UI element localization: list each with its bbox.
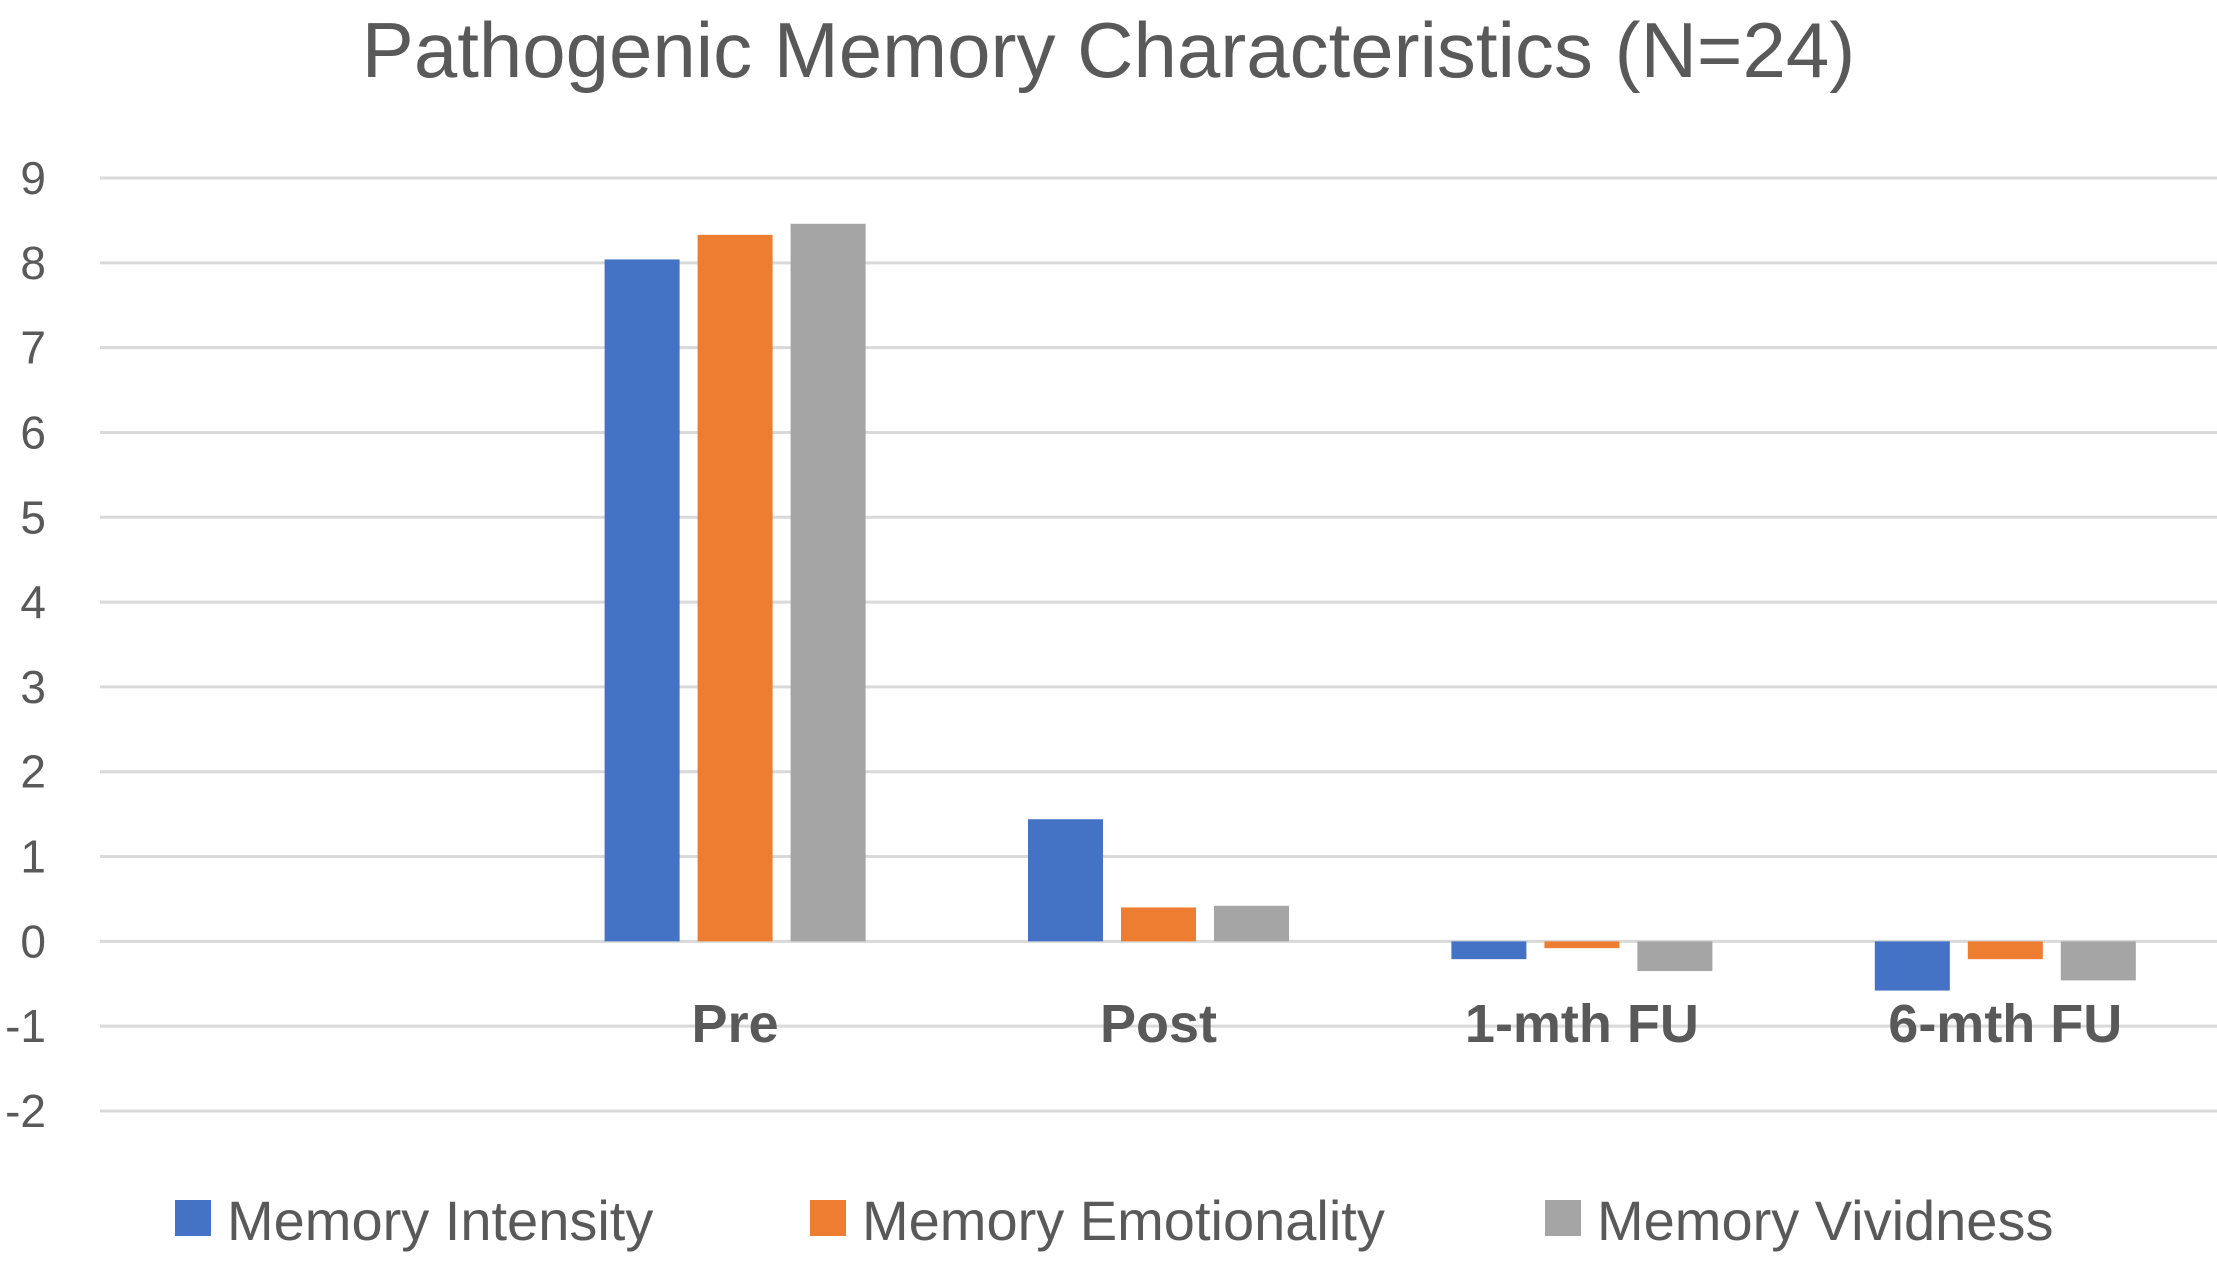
bar <box>1544 941 1620 949</box>
bar <box>1967 941 2043 960</box>
bar <box>697 234 773 942</box>
legend-swatch <box>1545 1200 1581 1236</box>
bar <box>790 223 866 942</box>
bar <box>1874 941 1950 991</box>
y-tick-label: -1 <box>5 1000 46 1052</box>
category-label: Pre <box>692 994 779 1054</box>
bar <box>1451 941 1527 960</box>
bar <box>2060 941 2136 981</box>
legend-label: Memory Intensity <box>227 1189 653 1252</box>
category-label: 1-mth FU <box>1465 994 1699 1054</box>
y-tick-label: 4 <box>20 576 46 628</box>
y-tick-label: 6 <box>20 406 46 458</box>
y-tick-label: 0 <box>20 915 46 967</box>
legend-swatch <box>175 1200 211 1236</box>
bar <box>1121 907 1196 942</box>
bar <box>1637 941 1713 972</box>
y-tick-label: 2 <box>20 746 46 798</box>
y-tick-label: -2 <box>5 1085 46 1137</box>
category-label: Post <box>1100 994 1217 1054</box>
bar <box>1214 905 1289 942</box>
chart-title: Pathogenic Memory Characteristics (N=24) <box>361 6 1856 94</box>
y-tick-label: 3 <box>20 661 46 713</box>
y-tick-label: 1 <box>20 831 46 883</box>
category-label: 6-mth FU <box>1888 994 2122 1054</box>
y-tick-label: 7 <box>20 322 46 374</box>
y-tick-label: 5 <box>20 491 46 543</box>
legend-swatch <box>810 1200 846 1236</box>
legend-label: Memory Vividness <box>1597 1189 2053 1252</box>
y-tick-label: 9 <box>20 152 46 204</box>
bar <box>604 259 680 942</box>
bar <box>1028 819 1103 942</box>
y-tick-label: 8 <box>20 237 46 289</box>
legend-label: Memory Emotionality <box>862 1189 1385 1252</box>
